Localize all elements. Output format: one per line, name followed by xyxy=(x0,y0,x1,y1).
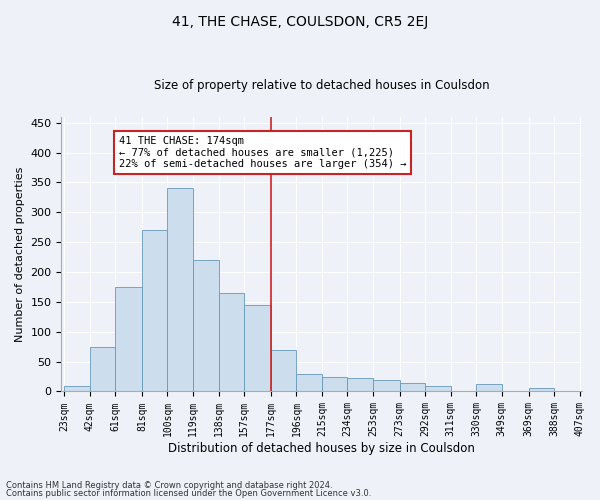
Bar xyxy=(271,350,296,392)
Title: Size of property relative to detached houses in Coulsdon: Size of property relative to detached ho… xyxy=(154,79,490,92)
Bar xyxy=(64,386,89,392)
Text: Contains HM Land Registry data © Crown copyright and database right 2024.: Contains HM Land Registry data © Crown c… xyxy=(6,481,332,490)
Bar xyxy=(476,384,502,392)
Bar xyxy=(347,378,373,392)
Bar xyxy=(322,376,347,392)
Bar xyxy=(218,293,244,392)
Bar xyxy=(193,260,218,392)
Bar xyxy=(89,346,115,392)
Bar xyxy=(400,382,425,392)
Bar xyxy=(142,230,167,392)
Bar xyxy=(244,305,271,392)
Bar xyxy=(115,287,142,392)
Text: 41 THE CHASE: 174sqm
← 77% of detached houses are smaller (1,225)
22% of semi-de: 41 THE CHASE: 174sqm ← 77% of detached h… xyxy=(119,136,406,169)
Bar xyxy=(296,374,322,392)
Bar xyxy=(167,188,193,392)
Bar xyxy=(425,386,451,392)
Text: Contains public sector information licensed under the Open Government Licence v3: Contains public sector information licen… xyxy=(6,488,371,498)
Text: 41, THE CHASE, COULSDON, CR5 2EJ: 41, THE CHASE, COULSDON, CR5 2EJ xyxy=(172,15,428,29)
Bar xyxy=(529,388,554,392)
X-axis label: Distribution of detached houses by size in Coulsdon: Distribution of detached houses by size … xyxy=(169,442,475,455)
Bar xyxy=(373,380,400,392)
Y-axis label: Number of detached properties: Number of detached properties xyxy=(15,166,25,342)
